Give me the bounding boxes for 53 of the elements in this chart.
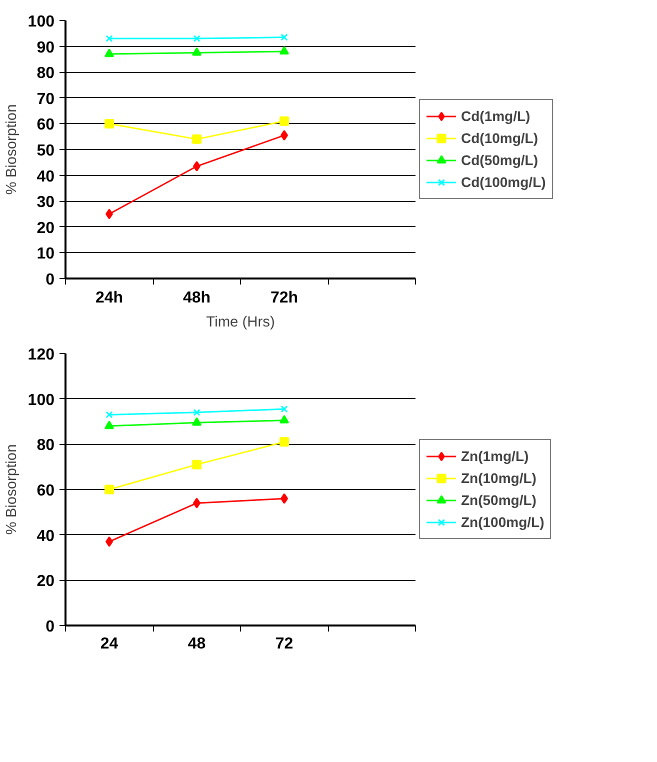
y-tick-label: 100 xyxy=(28,14,55,30)
legend-label: Zn(100mg/L) xyxy=(461,514,544,530)
point xyxy=(192,417,202,426)
y-tick-label: 20 xyxy=(36,573,55,590)
x-tick-label: 24h xyxy=(95,290,124,306)
point xyxy=(192,134,202,144)
y-tick-label: 60 xyxy=(36,482,55,500)
y-tick-label: 70 xyxy=(36,90,55,108)
y-axis-title: % Biosorption xyxy=(4,104,20,195)
point xyxy=(104,118,114,128)
point xyxy=(193,34,200,42)
x-tick-label: 24 xyxy=(100,636,118,652)
y-tick-label: 0 xyxy=(46,272,55,288)
y-tick-label: 100 xyxy=(28,392,55,409)
legend-label: Zn(50mg/L) xyxy=(461,492,536,508)
point xyxy=(104,48,114,58)
y-tick-label: 80 xyxy=(36,65,55,82)
y-tick-label: 80 xyxy=(36,437,55,454)
legend-label: Cd(50mg/L) xyxy=(461,152,538,168)
y-tick-label: 0 xyxy=(46,618,55,636)
point xyxy=(280,34,288,41)
point xyxy=(192,460,202,470)
y-tick-label: 60 xyxy=(36,116,55,134)
y-axis-title: % Biosorption xyxy=(4,444,20,535)
y-tick-label: 50 xyxy=(36,142,55,160)
point xyxy=(106,411,113,418)
legend-label: Cd(10mg/L) xyxy=(461,130,538,146)
y-tick-label: 10 xyxy=(36,246,55,263)
point xyxy=(280,437,289,447)
point xyxy=(106,34,113,42)
y-tick-label: 90 xyxy=(36,39,55,56)
y-tick-label: 20 xyxy=(36,220,55,237)
y-tick-label: 120 xyxy=(28,346,55,364)
x-tick-label: 72h xyxy=(270,290,298,306)
point xyxy=(280,415,289,424)
point xyxy=(280,46,289,55)
point xyxy=(104,420,114,430)
y-tick-label: 30 xyxy=(36,194,55,212)
point xyxy=(192,47,202,56)
point xyxy=(280,405,288,413)
y-tick-label: 40 xyxy=(36,528,55,545)
y-tick-label: 40 xyxy=(36,168,55,186)
x-tick-label: 72 xyxy=(275,636,294,652)
legend-label: Zn(1mg/L) xyxy=(461,448,529,464)
x-axis-title: Time (Hrs) xyxy=(206,314,275,330)
point xyxy=(280,116,289,126)
point xyxy=(104,484,114,494)
legend-label: Cd(1mg/L) xyxy=(461,108,530,124)
legend-label: Zn(10mg/L) xyxy=(461,470,536,486)
legend-label: Cd(100mg/L) xyxy=(461,174,546,190)
x-tick-label: 48 xyxy=(188,636,206,652)
point xyxy=(193,408,200,416)
x-tick-label: 48h xyxy=(182,290,211,306)
